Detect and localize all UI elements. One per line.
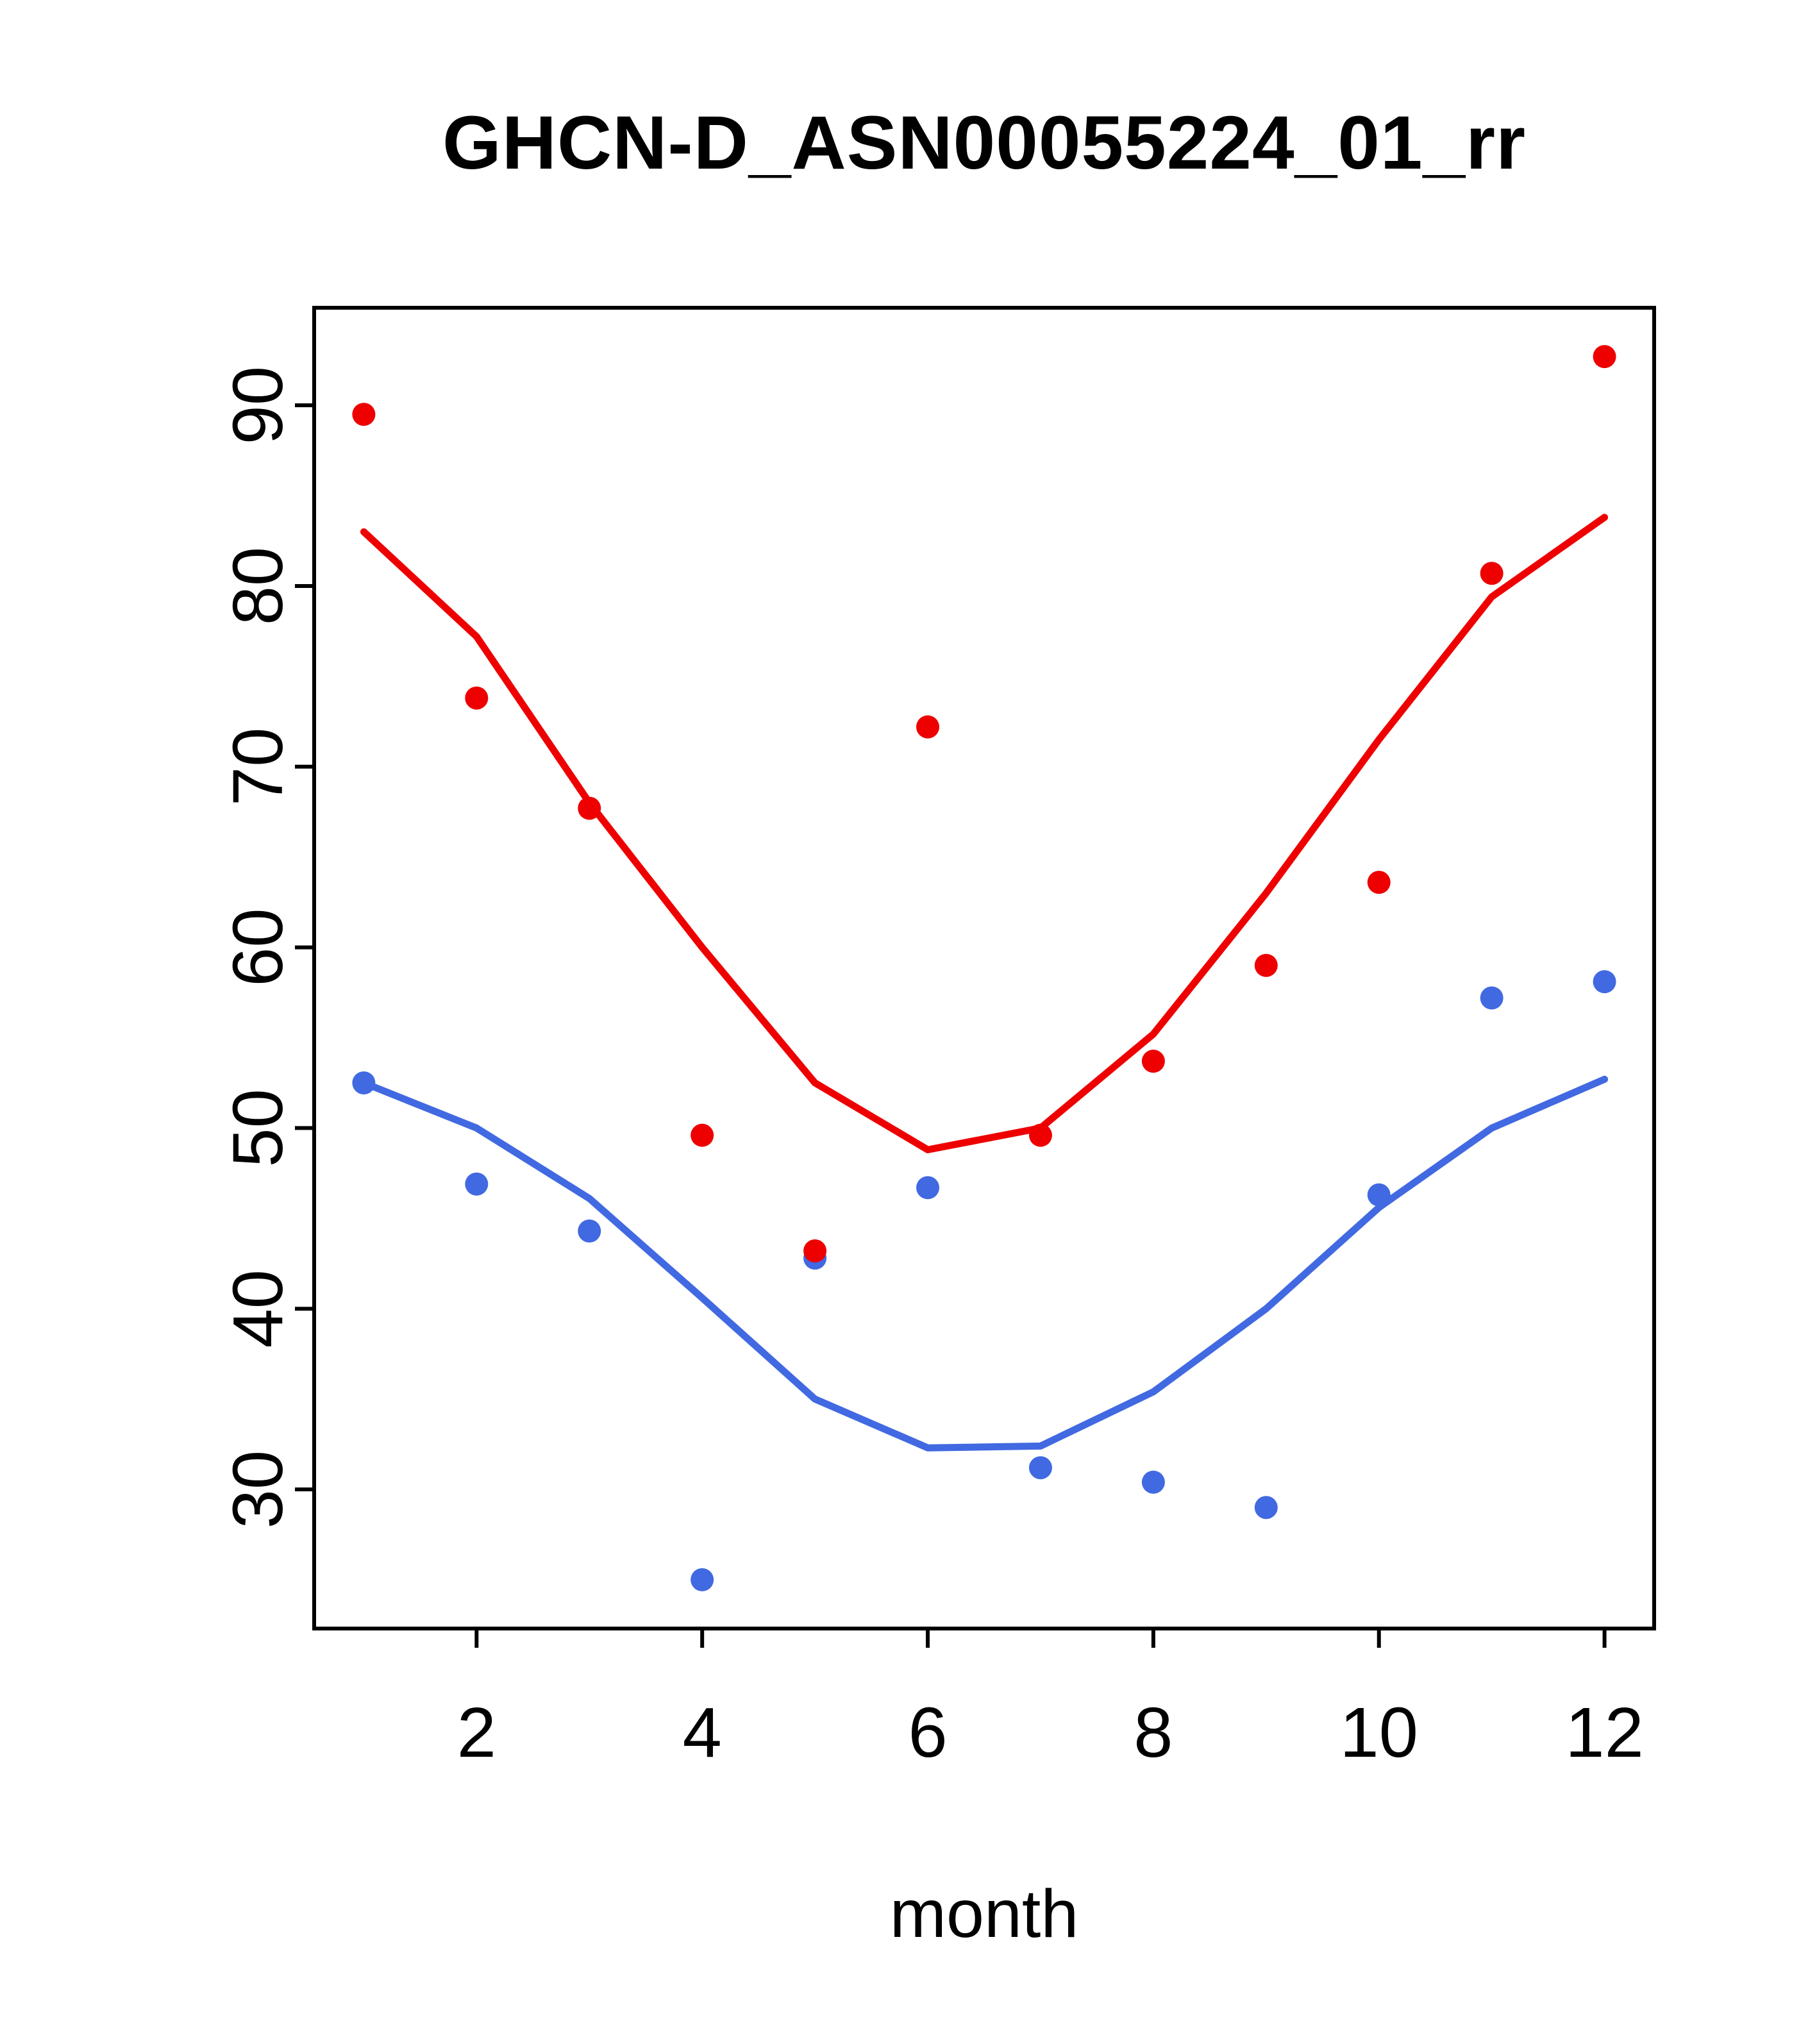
red-points-marker: [1141, 1050, 1165, 1073]
plot-border: [312, 306, 1656, 1630]
y-tick-label: 80: [219, 547, 297, 625]
red-points-marker: [352, 403, 376, 426]
red-points-marker: [1367, 871, 1391, 894]
y-tick-label: 60: [219, 908, 297, 986]
red-points-marker: [916, 715, 940, 739]
y-tick-label: 90: [219, 366, 297, 444]
blue-line: [360, 1075, 1609, 1452]
y-tick-label: 30: [219, 1450, 297, 1529]
blue-points-marker: [916, 1176, 940, 1200]
blue-points-marker: [1141, 1470, 1165, 1494]
red-points-marker: [691, 1123, 714, 1147]
red-points-marker: [803, 1239, 827, 1263]
blue-points-marker: [1593, 970, 1616, 994]
red-points-marker: [1593, 345, 1616, 369]
y-tick-label: 70: [219, 728, 297, 806]
blue-points-marker: [1028, 1456, 1052, 1480]
y-tick-label: 50: [219, 1089, 297, 1167]
blue-points-marker: [578, 1219, 601, 1243]
red-points-marker: [465, 686, 489, 710]
blue-points-marker: [465, 1172, 489, 1196]
y-tick-label: 40: [219, 1269, 297, 1348]
blue-points-marker: [691, 1568, 714, 1591]
red-points-marker: [1480, 562, 1503, 585]
x-tick-label: 12: [1565, 1693, 1643, 1772]
x-axis-label: month: [889, 1876, 1079, 1952]
red-line: [360, 514, 1609, 1153]
red-points-marker: [1254, 953, 1278, 977]
chart-title: GHCN-D_ASN00055224_01_rr: [442, 101, 1527, 185]
x-tick-label: 6: [908, 1693, 947, 1772]
blue-points-marker: [1480, 986, 1503, 1010]
x-tick-label: 10: [1340, 1693, 1418, 1772]
blue-points-marker: [1254, 1496, 1278, 1520]
x-tick-label: 8: [1134, 1693, 1173, 1772]
x-tick-label: 4: [683, 1693, 722, 1772]
x-tick-label: 2: [457, 1693, 496, 1772]
